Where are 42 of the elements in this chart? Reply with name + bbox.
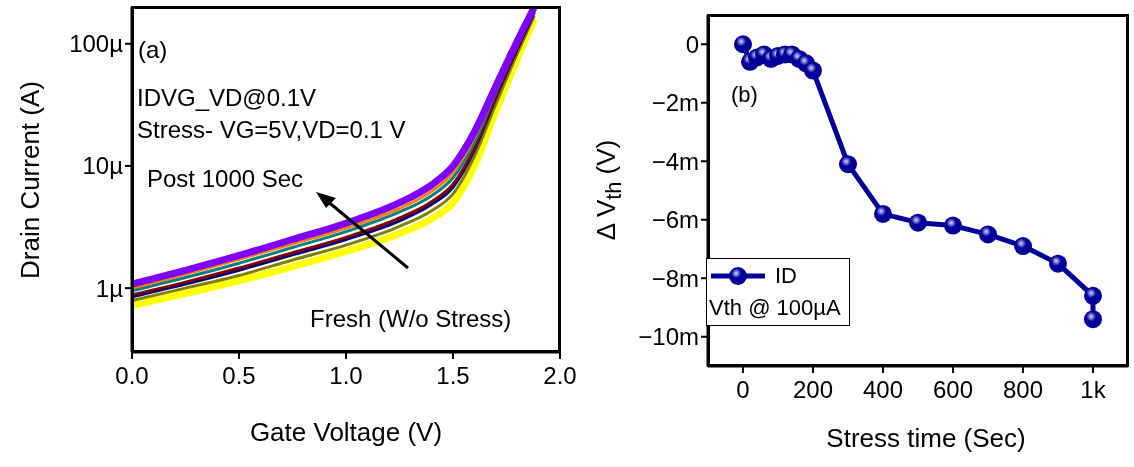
y-tick-label: −10m — [638, 323, 699, 351]
x-tick-label: 200 — [792, 376, 834, 404]
annotation: Fresh (W/o Stress) — [310, 305, 512, 333]
y-tick-label: 10µ — [82, 152, 124, 180]
x-tick-label: 400 — [862, 376, 904, 404]
x-tick-label: 2.0 — [543, 362, 577, 390]
annotation: IDVG_VD@0.1V — [137, 84, 317, 112]
y-axis-title: Drain Current (A) — [14, 81, 46, 279]
legend-label: ID — [775, 263, 797, 289]
point — [874, 204, 892, 223]
annotation: Stress- VG=5V,VD=0.1 V — [137, 116, 406, 144]
point — [979, 225, 997, 244]
x-tick-label: 1k — [1080, 376, 1107, 404]
annotation: (a) — [138, 36, 168, 64]
point — [1014, 237, 1032, 256]
point — [804, 61, 822, 80]
point — [1084, 310, 1102, 329]
legend-title: Vth @ 100µA — [709, 295, 841, 321]
x-axis-title: Stress time (Sec) — [826, 422, 1026, 454]
y-tick-label: 1µ — [95, 274, 124, 302]
point — [944, 216, 962, 235]
y-tick-label: −4m — [651, 147, 699, 175]
x-tick-label: 1.0 — [329, 362, 363, 390]
point — [734, 35, 752, 54]
x-tick-label: 0.0 — [115, 362, 149, 390]
x-tick-label: 600 — [932, 376, 974, 404]
y-tick-label: −8m — [651, 264, 699, 292]
x-tick-label: 0 — [736, 376, 750, 404]
annotation: Post 1000 Sec — [147, 165, 304, 193]
x-tick-label: 800 — [1002, 376, 1044, 404]
point — [909, 213, 927, 232]
annotation: (b) — [731, 82, 758, 108]
y-tick-label: 0 — [685, 30, 699, 58]
y-tick-label: 100µ — [69, 30, 124, 58]
y-tick-label: −6m — [651, 206, 699, 234]
x-tick-label: 1.5 — [436, 362, 470, 390]
x-tick-label: 0.5 — [222, 362, 256, 390]
x-axis-title: Gate Voltage (V) — [249, 416, 443, 448]
point — [1049, 254, 1067, 273]
y-tick-label: −2m — [651, 89, 699, 117]
point — [839, 155, 857, 174]
point — [1084, 286, 1102, 305]
